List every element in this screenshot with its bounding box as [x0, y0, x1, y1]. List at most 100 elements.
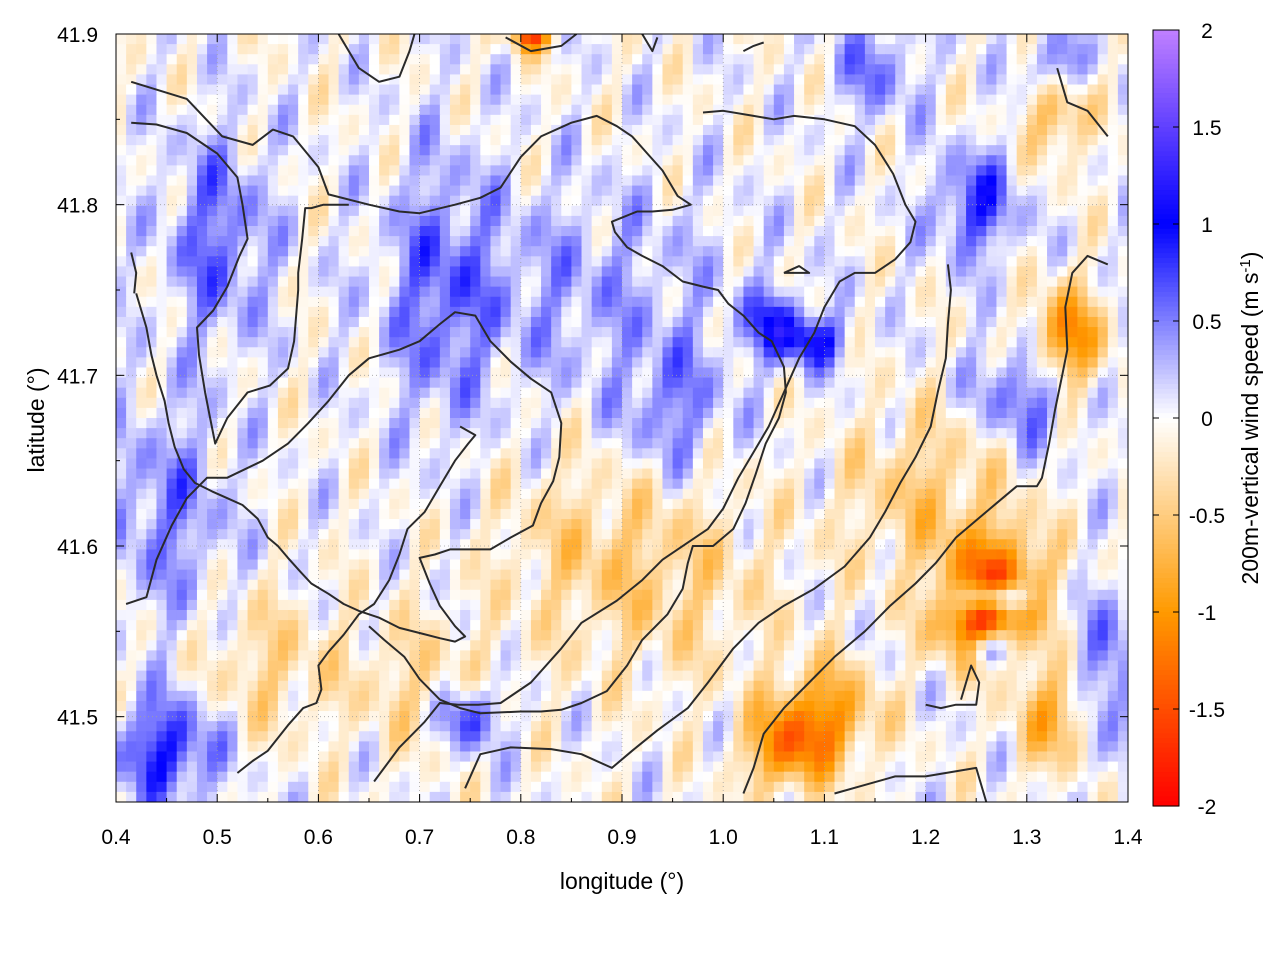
heatmap-cell	[1067, 407, 1078, 419]
heatmap-cell	[1026, 266, 1038, 278]
heatmap-cell	[915, 276, 927, 288]
heatmap-cell	[955, 357, 967, 369]
heatmap-cell	[935, 195, 947, 207]
heatmap-cell	[652, 347, 664, 358]
heatmap-cell	[277, 165, 289, 177]
heatmap-cell	[976, 64, 987, 76]
heatmap-cell	[976, 397, 987, 409]
heatmap-cell	[207, 256, 218, 268]
heatmap-cell	[895, 367, 906, 379]
heatmap-cell	[875, 306, 886, 318]
heatmap-cell	[864, 266, 876, 278]
heatmap-cell	[176, 508, 188, 520]
heatmap-cell	[389, 367, 400, 379]
heatmap-cell	[267, 246, 279, 257]
heatmap-cell	[399, 397, 411, 409]
heatmap-cell	[186, 498, 198, 510]
heatmap-cell	[834, 44, 846, 55]
heatmap-cell	[136, 357, 147, 369]
heatmap-cell	[713, 488, 724, 500]
heatmap-cell	[824, 387, 836, 399]
heatmap-cell	[702, 438, 714, 449]
heatmap-cell	[257, 145, 269, 156]
heatmap-cell	[358, 508, 370, 520]
heatmap-cell	[864, 34, 876, 45]
heatmap-cell	[1006, 276, 1018, 288]
heatmap-cell	[611, 246, 623, 257]
heatmap-cell	[510, 337, 522, 348]
heatmap-cell	[156, 276, 168, 288]
heatmap-cell	[480, 246, 492, 257]
heatmap-cell	[186, 478, 198, 490]
heatmap-cell	[561, 296, 572, 308]
heatmap-cell	[480, 114, 492, 126]
heatmap-cell	[875, 215, 886, 227]
heatmap-cell	[925, 226, 937, 237]
heatmap-cell	[935, 498, 947, 510]
heatmap-cell	[794, 529, 805, 540]
heatmap-cell	[541, 418, 552, 429]
heatmap-cell	[156, 104, 168, 116]
heatmap-cell	[419, 155, 431, 166]
heatmap-cell	[196, 114, 208, 126]
heatmap-cell	[864, 155, 876, 166]
heatmap-cell	[267, 296, 279, 308]
heatmap-cell	[520, 286, 532, 298]
heatmap-cell	[652, 54, 664, 65]
heatmap-cell	[470, 64, 481, 76]
heatmap-cell	[460, 205, 471, 217]
heatmap-cell	[652, 94, 664, 106]
heatmap-cell	[1107, 175, 1119, 187]
heatmap-cell	[783, 54, 795, 65]
heatmap-cell	[652, 529, 664, 540]
heatmap-cell	[490, 337, 502, 348]
heatmap-cell	[1107, 458, 1119, 470]
heatmap-cell	[824, 276, 836, 288]
heatmap-cell	[976, 145, 987, 156]
heatmap-cell	[196, 327, 208, 338]
heatmap-cell	[470, 135, 481, 146]
heatmap-cell	[945, 266, 957, 278]
heatmap-cell	[338, 215, 350, 227]
heatmap-cell	[1016, 175, 1028, 187]
heatmap-cell	[672, 236, 684, 247]
heatmap-cell	[794, 458, 805, 470]
heatmap-cell	[713, 296, 724, 308]
heatmap-cell	[1087, 316, 1099, 328]
heatmap-cell	[176, 74, 188, 86]
heatmap-cell	[439, 387, 451, 399]
heatmap-cell	[945, 276, 957, 288]
heatmap-cell	[328, 367, 340, 379]
heatmap-cell	[652, 508, 664, 520]
heatmap-cell	[146, 44, 158, 55]
heatmap-cell	[642, 418, 653, 429]
heatmap-cell	[227, 246, 239, 257]
heatmap-cell	[490, 84, 502, 96]
heatmap-cell	[1087, 458, 1099, 470]
heatmap-cell	[449, 357, 461, 369]
heatmap-cell	[439, 296, 451, 308]
heatmap-cell	[804, 114, 815, 126]
heatmap-cell	[348, 296, 360, 308]
heatmap-cell	[500, 438, 512, 449]
heatmap-cell	[753, 104, 765, 116]
heatmap-cell	[1016, 529, 1028, 540]
heatmap-cell	[490, 448, 502, 460]
heatmap-cell	[520, 185, 532, 197]
heatmap-cell	[257, 519, 269, 530]
heatmap-cell	[814, 367, 825, 379]
heatmap-cell	[389, 508, 400, 520]
heatmap-cell	[439, 84, 451, 96]
heatmap-cell	[470, 519, 481, 530]
heatmap-cell	[814, 347, 825, 358]
heatmap-cell	[966, 175, 977, 187]
heatmap-cell	[116, 114, 127, 126]
heatmap-cell	[510, 377, 522, 389]
heatmap-cell	[116, 246, 127, 257]
heatmap-cell	[794, 428, 805, 439]
heatmap-cell	[723, 266, 734, 278]
heatmap-cell	[885, 529, 896, 540]
heatmap-cell	[348, 488, 360, 500]
heatmap-cell	[702, 34, 714, 45]
heatmap-cell	[753, 94, 765, 106]
